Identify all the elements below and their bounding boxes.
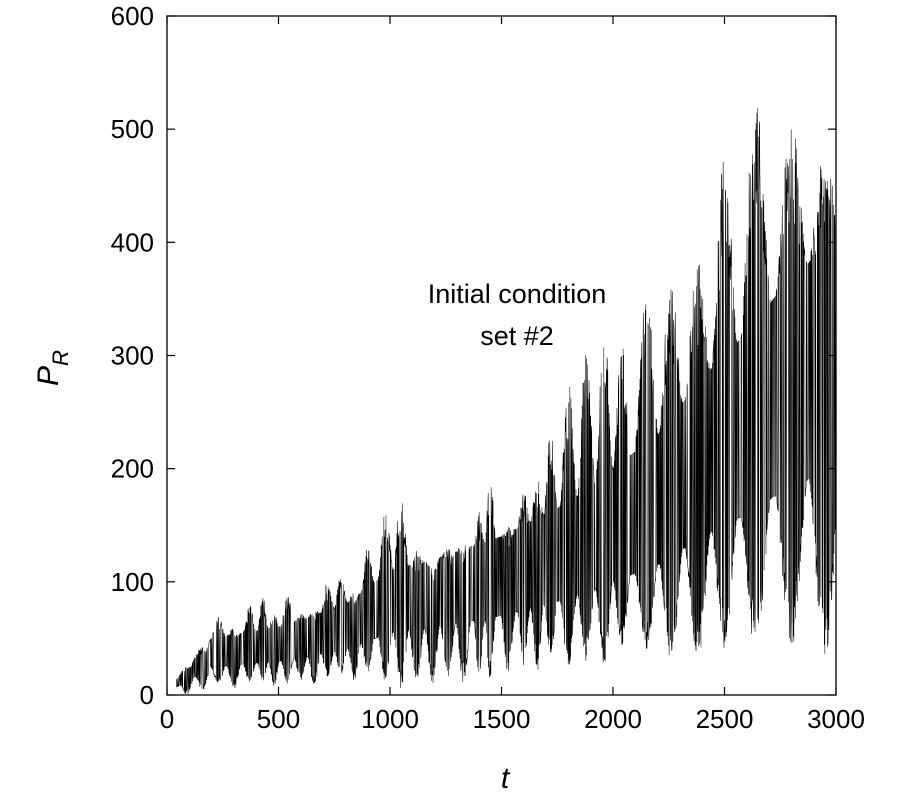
y-tick-label: 600 bbox=[111, 1, 154, 31]
x-tick-label: 2000 bbox=[584, 704, 642, 734]
series-path bbox=[175, 108, 837, 695]
y-tick-label: 300 bbox=[111, 341, 154, 371]
y-tick-label: 100 bbox=[111, 567, 154, 597]
x-tick-label: 3000 bbox=[807, 704, 865, 734]
y-axis-title-sub: R bbox=[48, 350, 73, 366]
series-line bbox=[175, 108, 837, 695]
axis-ticks: 0 500 1000 1500 2000 2500 3000 0 100 200 300 400 500… bbox=[111, 1, 865, 734]
x-tick-label: 2500 bbox=[696, 704, 754, 734]
annotation-line-2: set #2 bbox=[480, 321, 554, 351]
x-tick-label: 0 bbox=[160, 704, 174, 734]
annotation-line-1: Initial condition bbox=[428, 279, 607, 309]
y-axis-title-main: P bbox=[32, 366, 65, 386]
y-axis-title: PR bbox=[32, 350, 73, 386]
y-tick-label: 400 bbox=[111, 227, 154, 257]
x-tick-label: 500 bbox=[257, 704, 300, 734]
y-tick-label: 200 bbox=[111, 454, 154, 484]
y-tick-label: 500 bbox=[111, 114, 154, 144]
x-tick-label: 1000 bbox=[361, 704, 419, 734]
x-axis-title: t bbox=[501, 762, 511, 795]
y-tick-label: 0 bbox=[140, 680, 154, 710]
x-tick-label: 1500 bbox=[473, 704, 531, 734]
svg-text:PR: PR bbox=[32, 350, 73, 386]
